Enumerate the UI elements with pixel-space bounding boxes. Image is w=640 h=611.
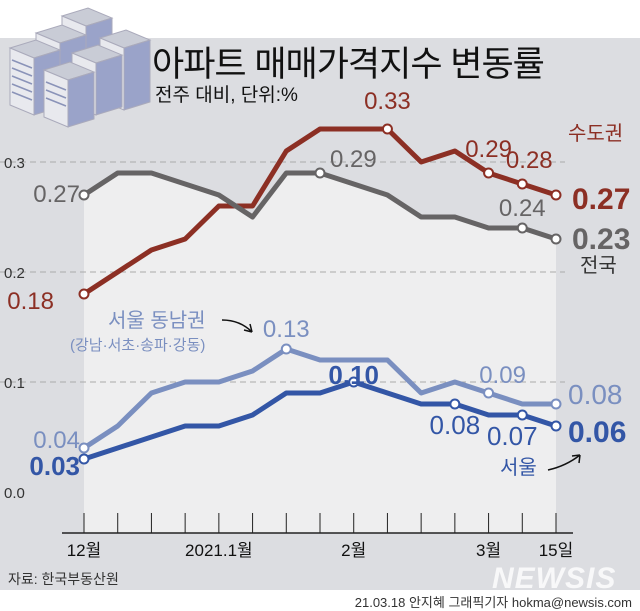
data-point-marker	[483, 167, 495, 179]
chart-title: 아파트 매매가격지수 변동률	[152, 45, 545, 84]
data-point-marker	[550, 233, 562, 245]
credit-line: 21.03.18 안지혜 그래픽기자 hokma@newsis.com	[354, 595, 632, 610]
building-window-row	[11, 75, 33, 85]
building-front	[67, 71, 95, 128]
building-front	[95, 54, 123, 116]
series-0	[78, 123, 562, 300]
building-window-row	[45, 81, 67, 91]
building-window-row	[45, 97, 67, 107]
data-label: 0.07	[487, 421, 538, 451]
data-label: 0.03	[29, 451, 80, 481]
data-label: 0.09	[479, 362, 526, 389]
building-window-row	[11, 91, 33, 101]
data-point-marker	[516, 222, 528, 234]
data-point-marker	[348, 376, 360, 388]
legend-sublabel-seoul-southeast: (강남·서초·송파·강동)	[70, 337, 205, 354]
series-3	[78, 376, 562, 465]
apartment-buildings-icon	[8, 7, 152, 128]
data-point-marker	[78, 288, 90, 300]
data-label: 0.10	[328, 360, 379, 390]
data-label: 0.27	[572, 183, 630, 216]
data-point-marker	[550, 398, 562, 410]
data-label: 0.24	[499, 195, 546, 222]
data-point-marker	[516, 409, 528, 421]
data-label: 0.18	[7, 288, 54, 315]
y-tick-label: 0.2	[4, 265, 25, 282]
newsis-logo: NEWSIS	[492, 562, 617, 595]
data-label: 0.08	[430, 410, 481, 440]
legend-label-national: 전국	[580, 254, 617, 277]
y-tick-label: 0.0	[4, 485, 25, 502]
data-point-marker	[550, 420, 562, 432]
legend-label-seoul-southeast: 서울 동남권	[108, 309, 206, 332]
x-tick-label: 3월	[476, 541, 501, 560]
building-window-row	[11, 67, 33, 77]
data-label: 0.27	[33, 181, 80, 208]
x-tick-label: 12월	[67, 541, 102, 560]
data-label: 0.13	[263, 316, 310, 343]
data-label: 0.23	[572, 223, 630, 256]
arrow-icon	[547, 454, 581, 471]
series-line	[82, 346, 556, 451]
chart-subtitle: 전주 대비, 단위:%	[155, 85, 298, 106]
data-point-marker	[78, 189, 90, 201]
data-label: 0.29	[465, 136, 512, 163]
building-front	[123, 39, 151, 111]
data-point-marker	[78, 453, 90, 465]
data-label: 0.08	[568, 379, 623, 410]
x-tick-label: 2021.1월	[185, 541, 253, 560]
data-label: 0.28	[506, 147, 553, 174]
series-1	[78, 167, 562, 245]
y-tick-label: 0.3	[4, 155, 25, 172]
x-tick-label: 15일	[539, 541, 574, 560]
series-2	[78, 343, 562, 454]
legend-label-seoul: 서울	[500, 456, 537, 479]
y-tick-label: 0.1	[4, 375, 25, 392]
plot-area-fill	[84, 173, 556, 533]
data-point-marker	[550, 189, 562, 201]
data-point-marker	[516, 178, 528, 190]
data-point-marker	[449, 398, 461, 410]
series-line	[82, 126, 557, 297]
data-point-marker	[483, 387, 495, 399]
data-point-marker	[78, 442, 90, 454]
x-tick-label: 2월	[341, 541, 366, 560]
data-point-marker	[280, 343, 292, 355]
data-label: 0.29	[330, 146, 377, 173]
legend-label-capital-area: 수도권	[568, 122, 623, 145]
data-label: 0.04	[33, 427, 80, 454]
data-label: 0.33	[364, 88, 411, 115]
data-point-marker	[314, 167, 326, 179]
building-window-row	[11, 83, 33, 93]
building-side	[9, 47, 35, 116]
series-line	[83, 379, 557, 462]
source-note: 자료: 한국부동산원	[8, 571, 119, 587]
building-window-row	[11, 59, 33, 69]
data-point-marker	[381, 123, 393, 135]
building-window-row	[45, 89, 67, 99]
data-label: 0.06	[568, 416, 626, 449]
arrow-icon	[221, 319, 253, 333]
